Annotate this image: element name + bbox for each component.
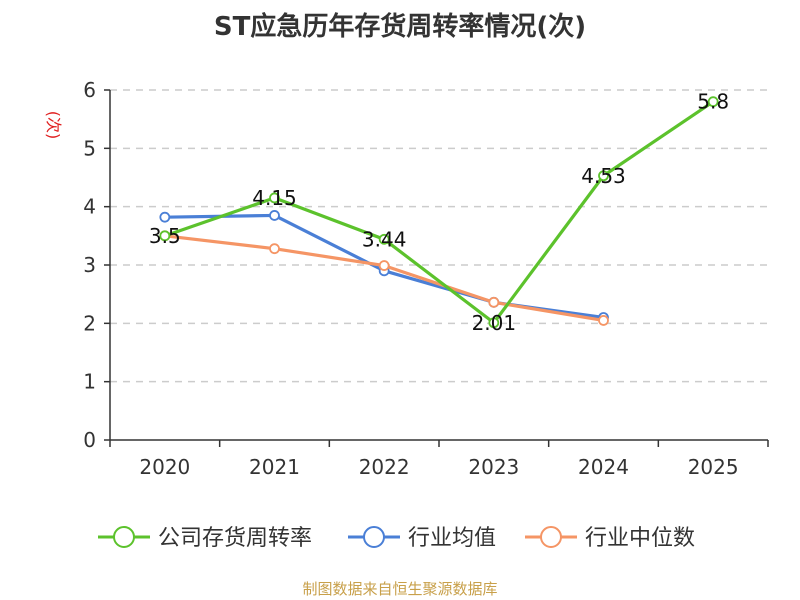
legend-label: 行业均值 xyxy=(408,526,496,551)
legend: 公司存货周转率 行业均值 行业中位数 xyxy=(98,526,695,551)
data-point xyxy=(269,210,280,221)
y-tick-label: 4 xyxy=(83,195,96,219)
y-tick-label: 5 xyxy=(83,136,96,160)
legend-label: 行业中位数 xyxy=(585,526,695,551)
data-point xyxy=(598,315,609,326)
x-tick-label: 2022 xyxy=(359,455,410,479)
data-point xyxy=(488,317,500,329)
data-point xyxy=(707,96,719,108)
y-tick-label: 3 xyxy=(83,253,96,277)
y-tick-label: 1 xyxy=(83,370,96,394)
data-point xyxy=(378,260,390,271)
y-tick-label: 0 xyxy=(83,428,96,452)
y-axis-unit-label: (次) xyxy=(44,111,63,140)
series-line xyxy=(164,100,715,325)
data-label: 3.44 xyxy=(362,227,407,251)
y-tick-label: 6 xyxy=(83,78,96,102)
source-note: 制图数据来自恒生聚源数据库 xyxy=(302,580,498,598)
legend-marker xyxy=(363,526,385,548)
x-tick-label: 2024 xyxy=(578,455,629,479)
axes: 0 1 2 3 4 5 6 2020 2021 2022 2023 2024 2025 xyxy=(83,78,769,479)
data-point xyxy=(269,192,280,204)
data-point xyxy=(159,211,171,223)
x-tick-label: 2020 xyxy=(139,455,190,479)
data-label: 5.8 xyxy=(697,90,729,114)
legend-marker xyxy=(540,526,562,548)
data-label: 4.15 xyxy=(252,186,297,210)
data-label: 4.53 xyxy=(581,164,626,188)
legend-marker xyxy=(113,526,135,548)
legend-label: 公司存货周转率 xyxy=(158,526,312,551)
x-tick-label: 2021 xyxy=(249,455,300,479)
grid-lines xyxy=(110,89,768,383)
chart-title: ST应急历年存货周转率情况(次) xyxy=(213,12,587,42)
data-point xyxy=(378,233,390,245)
data-point xyxy=(598,170,609,182)
data-point xyxy=(159,230,171,242)
data-point xyxy=(488,296,500,308)
x-tick-label: 2025 xyxy=(688,455,739,479)
series-lines xyxy=(159,96,719,329)
data-point xyxy=(269,243,280,255)
data-label: 3.5 xyxy=(149,224,181,248)
data-label: 2.01 xyxy=(472,311,517,335)
x-tick-label: 2023 xyxy=(468,455,519,479)
data-labels: 3.5 4.15 3.44 2.01 4.53 5.8 xyxy=(149,90,729,335)
y-tick-label: 2 xyxy=(83,311,96,335)
